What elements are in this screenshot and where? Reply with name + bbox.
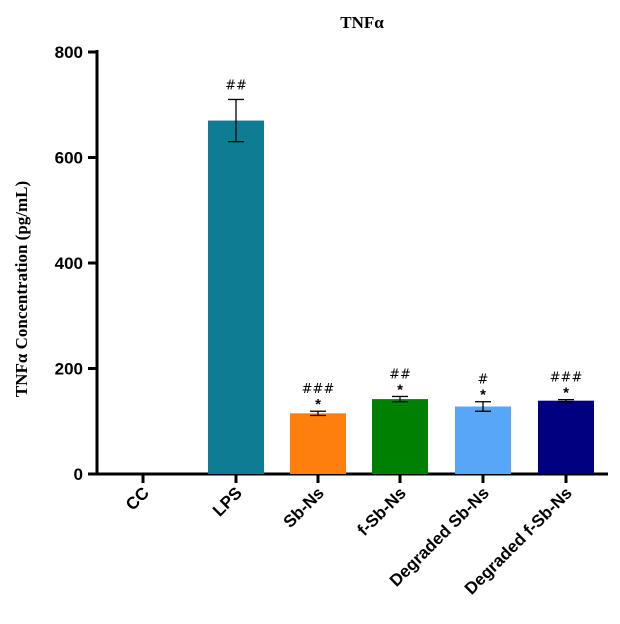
y-tick-label: 600	[55, 149, 83, 168]
y-tick-label: 400	[55, 254, 83, 273]
bar-degraded-f-sb-ns	[538, 400, 594, 474]
x-tick-label: Sb-Ns	[280, 483, 328, 531]
error-bars	[228, 98, 574, 417]
x-tick-label: CC	[122, 483, 153, 514]
chart-title: TNFα	[340, 13, 384, 32]
bars	[208, 120, 594, 474]
x-tick-label: LPS	[209, 483, 246, 520]
y-tick-label: 200	[55, 360, 83, 379]
y-ticks: 0 200 400 600 800	[55, 43, 97, 484]
significance-hash: ###	[302, 382, 335, 397]
significance-star: *	[480, 387, 486, 404]
bar-f-sb-ns	[372, 399, 428, 474]
y-tick-label: 0	[74, 465, 83, 484]
significance-hash: ##	[225, 78, 247, 93]
significance-star: *	[563, 385, 569, 402]
bar-lps	[208, 120, 264, 474]
significance-hash: ###	[550, 371, 583, 386]
y-tick-label: 800	[55, 43, 83, 62]
significance-star: *	[397, 381, 403, 398]
significance-hash: #	[478, 373, 489, 388]
y-axis-label: TNFα Concentration (pg/mL)	[12, 181, 31, 397]
bar-sb-ns	[290, 413, 346, 474]
significance-annotations: ##*### *##*#*###	[225, 78, 582, 413]
significance-star: *	[315, 396, 321, 413]
x-tick-label: f-Sb-Ns	[354, 483, 410, 539]
significance-hash: ##	[389, 367, 411, 382]
bar-degraded-sb-ns	[455, 406, 511, 474]
